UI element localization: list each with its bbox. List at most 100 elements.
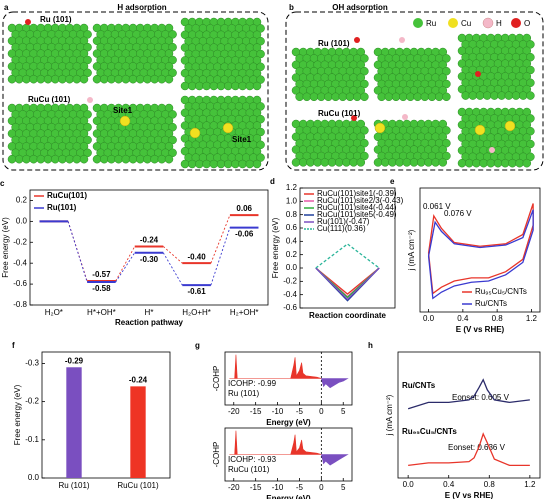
atom	[472, 158, 481, 168]
site-label: Site1	[232, 135, 252, 144]
legend-swatch	[448, 18, 458, 28]
cohp-area	[320, 378, 349, 389]
atom	[7, 74, 17, 84]
atom	[324, 92, 333, 102]
atom	[79, 74, 89, 84]
o-atom	[354, 37, 360, 43]
x-tick-label: 0.0	[423, 314, 435, 323]
atom	[256, 114, 265, 124]
atom	[83, 148, 92, 158]
atom	[50, 154, 60, 164]
atom	[442, 151, 451, 161]
h-atom	[489, 147, 495, 153]
atom	[442, 54, 451, 63]
atom	[22, 154, 31, 164]
value-label: -0.57	[92, 270, 111, 279]
atom	[493, 158, 503, 168]
atom	[79, 36, 89, 46]
o-atom	[351, 115, 357, 121]
atom	[298, 158, 308, 167]
atom	[209, 159, 219, 169]
series-line	[315, 267, 380, 295]
series-line	[427, 209, 534, 300]
atom	[373, 158, 383, 167]
structure-label: Ru (101)	[318, 39, 350, 48]
atom	[180, 159, 190, 169]
y-tick-label: -0.6	[13, 279, 27, 288]
series-line	[408, 432, 530, 467]
x-tick-label: 0.8	[484, 480, 496, 489]
atom	[320, 158, 330, 167]
y-tick-label: -0.1	[25, 435, 39, 444]
atom	[168, 148, 177, 158]
atom	[438, 145, 448, 154]
atom	[434, 92, 444, 102]
atom	[29, 154, 38, 164]
legend-swatch	[413, 18, 423, 28]
atom	[164, 62, 174, 71]
atom	[180, 81, 190, 91]
panel-a-frame	[2, 11, 269, 171]
atom	[238, 81, 247, 91]
panel-letter: e	[390, 177, 395, 186]
atom	[168, 55, 177, 65]
atom	[500, 158, 510, 168]
plot-frame	[397, 351, 541, 479]
atom	[168, 42, 177, 52]
atom	[164, 74, 174, 84]
atom	[216, 81, 226, 91]
legend-label: Ru(101)	[47, 203, 77, 212]
y-tick-label: -0.2	[283, 276, 297, 285]
y-tick-label: -0.8	[13, 300, 27, 309]
atom	[360, 92, 369, 102]
atom	[65, 74, 74, 84]
value-label: 0.06	[236, 204, 252, 213]
legend-swatch	[511, 18, 521, 28]
series-line	[315, 267, 380, 299]
legend-label: H	[496, 19, 502, 28]
panel-letter: h	[368, 341, 373, 350]
cu-atom	[504, 120, 516, 132]
atom	[442, 66, 451, 76]
atom	[164, 142, 174, 151]
atom	[522, 158, 532, 168]
atom	[79, 23, 89, 33]
atom	[508, 158, 517, 168]
atom	[360, 126, 369, 135]
legend-label: Ru(101)(-0.47)	[317, 217, 370, 226]
atom	[164, 36, 174, 46]
value-label: -0.06	[235, 230, 254, 239]
atom	[356, 86, 366, 95]
atom	[107, 154, 116, 164]
atom	[256, 36, 265, 46]
atom	[114, 154, 123, 164]
cohp-area	[320, 454, 349, 466]
atom	[360, 138, 369, 148]
atom	[313, 158, 322, 167]
atom	[83, 30, 92, 39]
atom	[306, 158, 315, 167]
atom	[256, 62, 265, 72]
atom	[202, 159, 211, 169]
x-tick-label: H₂+OH*	[230, 308, 259, 317]
legend-label: Ru₉₅Cu₅/CNTs	[475, 287, 527, 296]
atom	[356, 119, 366, 129]
atom	[356, 132, 366, 142]
panel-letter: f	[12, 341, 15, 350]
atom	[252, 159, 262, 169]
atom	[195, 159, 204, 169]
atom	[424, 158, 433, 167]
atom	[352, 92, 362, 102]
x-tick-label: -10	[272, 407, 284, 416]
atom	[164, 154, 174, 164]
bar	[130, 386, 146, 478]
x-axis-label: Energy (eV)	[266, 494, 311, 499]
atom	[316, 92, 326, 102]
plot-frame	[224, 427, 353, 482]
annotation: Eonset: 0.636 V	[448, 443, 506, 452]
y-axis-label: j (mA cm⁻²)	[407, 229, 416, 271]
plot-frame	[299, 187, 396, 309]
atom	[83, 42, 92, 52]
atom	[442, 92, 451, 102]
atom	[522, 133, 532, 142]
